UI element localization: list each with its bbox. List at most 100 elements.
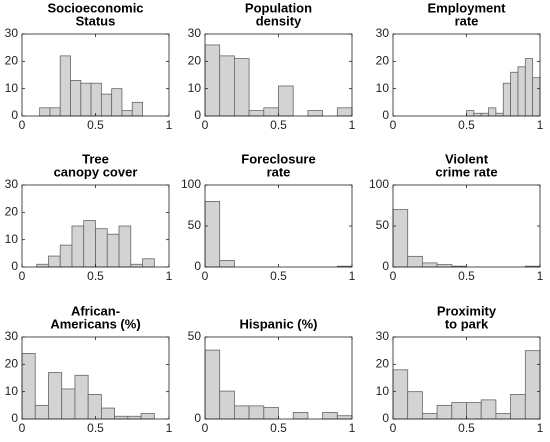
y-tick-label: 20 xyxy=(376,357,390,371)
bar xyxy=(131,101,143,117)
bar xyxy=(36,263,49,268)
bar xyxy=(204,349,221,420)
bar xyxy=(90,82,102,117)
panel-title: Americans (%) xyxy=(50,316,140,331)
y-tick-label: 10 xyxy=(5,232,19,246)
x-tick-label: 0.5 xyxy=(270,269,287,283)
bar xyxy=(70,80,82,117)
bar xyxy=(74,374,89,420)
bar xyxy=(407,255,423,268)
panel-title: Violent xyxy=(445,151,489,166)
panel-title: canopy cover xyxy=(54,164,138,179)
bar xyxy=(248,405,265,420)
y-tick-label: 20 xyxy=(5,357,19,371)
y-tick-label: 0 xyxy=(382,259,389,273)
bar xyxy=(80,82,92,117)
panel-title: African- xyxy=(71,303,120,318)
bar xyxy=(480,399,497,420)
bar xyxy=(407,391,423,420)
bar xyxy=(532,77,541,117)
bar xyxy=(204,44,221,117)
bar xyxy=(114,415,129,420)
bar xyxy=(49,107,61,117)
y-tick-label: 50 xyxy=(376,218,390,232)
bar xyxy=(336,415,353,420)
bar xyxy=(451,402,467,420)
bar xyxy=(517,66,526,117)
y-tick-label: 30 xyxy=(376,26,390,40)
y-tick-label: 30 xyxy=(376,329,390,343)
x-tick-label: 0 xyxy=(390,421,397,435)
y-tick-label: 0 xyxy=(382,108,389,122)
bar xyxy=(59,244,73,268)
x-tick-label: 0 xyxy=(390,118,397,132)
y-tick-label: 20 xyxy=(5,205,19,219)
y-tick-label: 0 xyxy=(11,259,18,273)
panel-title: Population xyxy=(245,0,312,15)
x-tick-label: 1 xyxy=(537,269,544,283)
x-tick-label: 1 xyxy=(537,118,544,132)
x-tick-label: 1 xyxy=(166,269,173,283)
y-tick-label: 30 xyxy=(5,329,19,343)
panel-title: Hispanic (%) xyxy=(239,316,317,331)
bar xyxy=(466,402,482,420)
panel-title: density xyxy=(256,13,302,28)
bar xyxy=(121,110,133,117)
bar xyxy=(495,112,504,117)
x-tick-label: 0 xyxy=(19,421,26,435)
bar xyxy=(111,88,123,117)
bar xyxy=(524,58,534,117)
x-tick-label: 0 xyxy=(202,269,209,283)
panel-title: to park xyxy=(445,316,489,331)
bar xyxy=(100,407,116,420)
axes-box xyxy=(392,184,541,268)
x-tick-label: 0.5 xyxy=(87,421,104,435)
x-tick-label: 0.5 xyxy=(87,269,104,283)
bar xyxy=(263,407,279,420)
bar xyxy=(140,413,155,420)
y-tick-label: 50 xyxy=(188,329,202,343)
bar xyxy=(495,413,511,420)
bar xyxy=(87,393,102,420)
panel-title: rate xyxy=(455,13,479,28)
bar xyxy=(488,107,497,117)
bar xyxy=(421,413,438,420)
bar xyxy=(307,110,323,117)
bar xyxy=(83,220,96,268)
bar xyxy=(21,352,36,420)
bar xyxy=(59,55,71,117)
x-tick-label: 1 xyxy=(166,421,173,435)
bar xyxy=(278,85,294,117)
bar xyxy=(95,228,108,268)
bar xyxy=(480,112,489,117)
bar xyxy=(436,404,453,420)
y-tick-label: 10 xyxy=(376,384,390,398)
bar xyxy=(473,112,482,117)
bar xyxy=(219,260,235,268)
y-tick-label: 0 xyxy=(194,259,201,273)
bar xyxy=(142,258,155,268)
y-tick-label: 100 xyxy=(181,177,201,191)
bar xyxy=(392,369,409,420)
x-tick-label: 0.5 xyxy=(270,118,287,132)
bar xyxy=(71,225,85,268)
panel-title: Employment xyxy=(427,0,506,15)
x-tick-label: 0 xyxy=(390,269,397,283)
bar xyxy=(39,107,51,117)
bar xyxy=(421,262,438,268)
bar xyxy=(100,93,113,117)
bar xyxy=(48,255,61,268)
bar xyxy=(204,200,221,268)
bar xyxy=(61,388,76,420)
x-tick-label: 0 xyxy=(19,269,26,283)
bar xyxy=(248,110,265,117)
panel-title: rate xyxy=(267,164,291,179)
bar xyxy=(524,350,541,420)
x-tick-label: 0.5 xyxy=(87,118,104,132)
x-tick-label: 1 xyxy=(349,118,356,132)
y-tick-label: 0 xyxy=(382,411,389,425)
y-tick-label: 50 xyxy=(188,218,202,232)
y-tick-label: 10 xyxy=(5,384,19,398)
y-tick-label: 30 xyxy=(5,26,19,40)
x-tick-label: 1 xyxy=(349,421,356,435)
